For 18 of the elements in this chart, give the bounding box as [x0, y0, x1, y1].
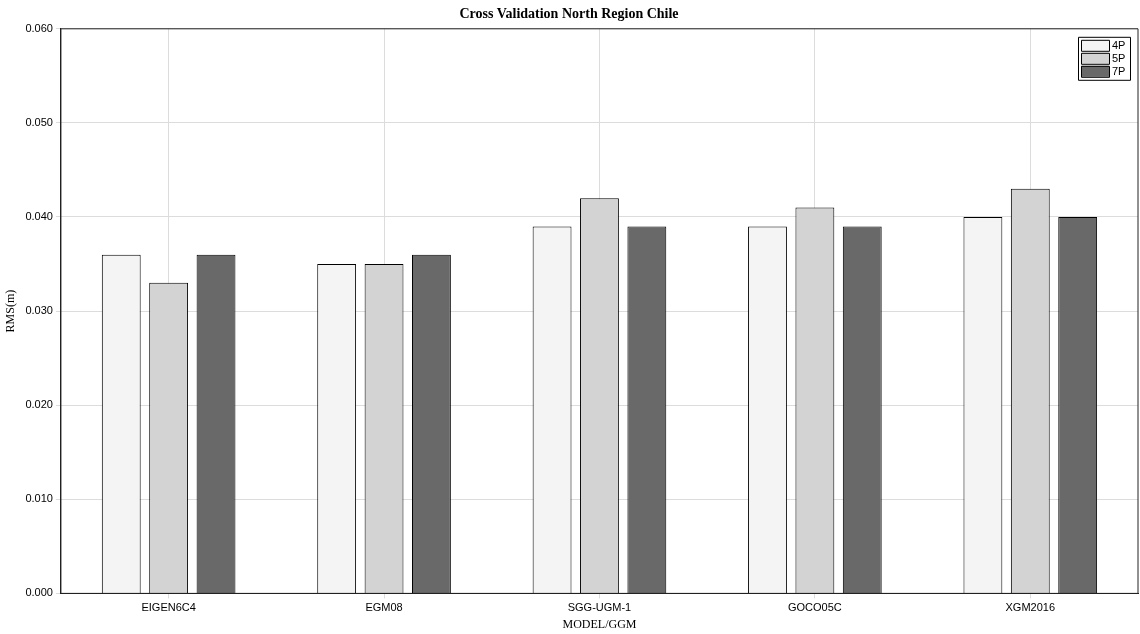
x-tick-label: EIGEN6C4 [141, 601, 196, 614]
legend-label: 4P [1112, 38, 1126, 51]
x-tick-label: EGM08 [365, 601, 403, 614]
legend-label: 5P [1112, 51, 1126, 64]
x-tick-label: XGM2016 [1005, 601, 1056, 614]
legend-label: 7P [1112, 64, 1126, 77]
y-tick-label: 0.040 [25, 210, 53, 223]
chart-title: Cross Validation North Region Chile [459, 6, 679, 22]
x-tick-label: GOCO05C [787, 601, 842, 614]
y-tick-label: 0.060 [25, 21, 53, 34]
y-tick-label: 0.050 [25, 115, 53, 128]
x-axis-title: MODEL/GGM [562, 616, 637, 631]
y-axis-title: RMS(m) [3, 289, 18, 333]
y-tick-label: 0.020 [25, 398, 53, 411]
y-tick-label: 0.030 [25, 304, 53, 317]
y-tick-label: 0.000 [25, 586, 53, 599]
y-tick-label: 0.010 [25, 492, 53, 505]
x-tick-label: SGG-UGM-1 [567, 601, 632, 614]
